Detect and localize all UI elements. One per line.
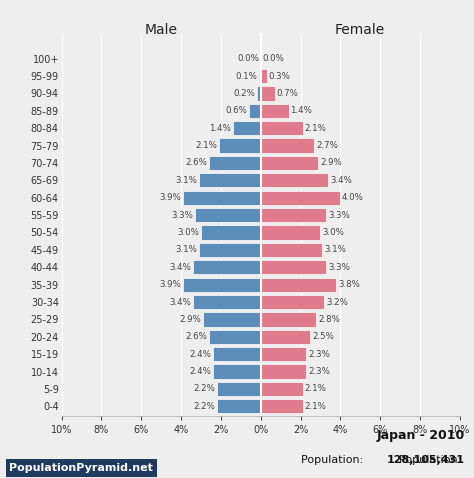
Text: 2.6%: 2.6%	[185, 332, 207, 341]
Bar	[199, 173, 261, 187]
Text: 0.7%: 0.7%	[276, 89, 298, 98]
Text: 2.9%: 2.9%	[180, 315, 201, 324]
Bar	[261, 330, 310, 344]
Text: 0.6%: 0.6%	[225, 106, 247, 115]
Text: 2.1%: 2.1%	[304, 384, 326, 393]
Text: 2.3%: 2.3%	[308, 367, 330, 376]
Bar	[257, 87, 261, 100]
Text: 2.1%: 2.1%	[304, 402, 326, 411]
Text: Male: Male	[145, 23, 178, 37]
Text: Population:: Population:	[301, 455, 367, 465]
Bar	[261, 243, 322, 257]
Text: 3.4%: 3.4%	[170, 263, 191, 272]
Text: 2.8%: 2.8%	[318, 315, 340, 324]
Text: 3.9%: 3.9%	[160, 280, 182, 289]
Text: 1.4%: 1.4%	[210, 124, 231, 133]
Bar	[183, 191, 261, 205]
Bar	[213, 364, 261, 379]
Text: Japan - 2010: Japan - 2010	[376, 429, 465, 442]
Text: 2.4%: 2.4%	[190, 367, 211, 376]
Bar	[261, 156, 319, 170]
Bar	[209, 156, 261, 170]
Bar	[259, 69, 261, 83]
Bar	[261, 69, 267, 83]
Bar	[199, 243, 261, 257]
Bar	[261, 208, 327, 222]
Text: 3.1%: 3.1%	[175, 245, 197, 254]
Bar	[261, 347, 307, 361]
Text: 3.3%: 3.3%	[172, 211, 193, 219]
Text: 3.3%: 3.3%	[328, 211, 350, 219]
Bar	[261, 278, 337, 292]
Bar	[261, 364, 307, 379]
Text: 0.3%: 0.3%	[268, 72, 290, 81]
Text: 3.1%: 3.1%	[175, 176, 197, 185]
Text: 2.4%: 2.4%	[190, 349, 211, 358]
Bar	[261, 295, 324, 309]
Bar	[203, 312, 261, 326]
Text: 3.3%: 3.3%	[328, 263, 350, 272]
Bar	[261, 173, 328, 187]
Bar	[261, 121, 302, 135]
Text: 2.5%: 2.5%	[312, 332, 334, 341]
Bar	[261, 191, 340, 205]
Text: 3.0%: 3.0%	[177, 228, 200, 237]
Text: 128,105,431: 128,105,431	[386, 455, 465, 465]
Bar	[233, 121, 261, 135]
Text: Female: Female	[335, 23, 385, 37]
Text: 2.3%: 2.3%	[308, 349, 330, 358]
Text: 3.4%: 3.4%	[330, 176, 352, 185]
Text: Population:: Population:	[399, 455, 465, 465]
Text: 2.1%: 2.1%	[195, 141, 217, 150]
Text: 3.8%: 3.8%	[338, 280, 360, 289]
Text: 3.0%: 3.0%	[322, 228, 344, 237]
Bar	[261, 104, 289, 118]
Text: 0.1%: 0.1%	[235, 72, 257, 81]
Bar	[261, 225, 320, 239]
Bar	[209, 330, 261, 344]
Bar	[249, 104, 261, 118]
Text: 0.0%: 0.0%	[237, 54, 259, 63]
Text: 3.9%: 3.9%	[160, 193, 182, 202]
Bar	[193, 260, 261, 274]
Text: 1.4%: 1.4%	[290, 106, 312, 115]
Bar	[219, 139, 261, 152]
Text: PopulationPyramid.net: PopulationPyramid.net	[9, 463, 154, 473]
Text: 0.0%: 0.0%	[262, 54, 284, 63]
Bar	[261, 382, 302, 396]
Bar	[261, 260, 327, 274]
Bar	[261, 312, 317, 326]
Bar	[217, 399, 261, 413]
Bar	[213, 347, 261, 361]
Text: 3.2%: 3.2%	[326, 297, 348, 306]
Bar	[193, 295, 261, 309]
Bar	[201, 225, 261, 239]
Text: 3.4%: 3.4%	[170, 297, 191, 306]
Text: 2.9%: 2.9%	[320, 158, 342, 167]
Bar	[183, 278, 261, 292]
Bar	[261, 87, 274, 100]
Text: 2.6%: 2.6%	[185, 158, 207, 167]
Bar	[261, 399, 302, 413]
Text: 3.1%: 3.1%	[324, 245, 346, 254]
Bar	[261, 139, 314, 152]
Text: 2.7%: 2.7%	[316, 141, 338, 150]
Text: 0.2%: 0.2%	[233, 89, 255, 98]
Text: 2.2%: 2.2%	[193, 402, 215, 411]
Bar	[217, 382, 261, 396]
Bar	[195, 208, 261, 222]
Text: 2.1%: 2.1%	[304, 124, 326, 133]
Text: 4.0%: 4.0%	[342, 193, 364, 202]
Text: 2.2%: 2.2%	[193, 384, 215, 393]
